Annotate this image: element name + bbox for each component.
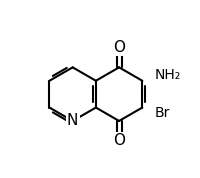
Text: O: O xyxy=(113,133,125,148)
Text: N: N xyxy=(67,113,78,129)
Text: O: O xyxy=(113,40,125,55)
Text: Br: Br xyxy=(154,106,170,120)
Text: NH₂: NH₂ xyxy=(154,68,180,82)
